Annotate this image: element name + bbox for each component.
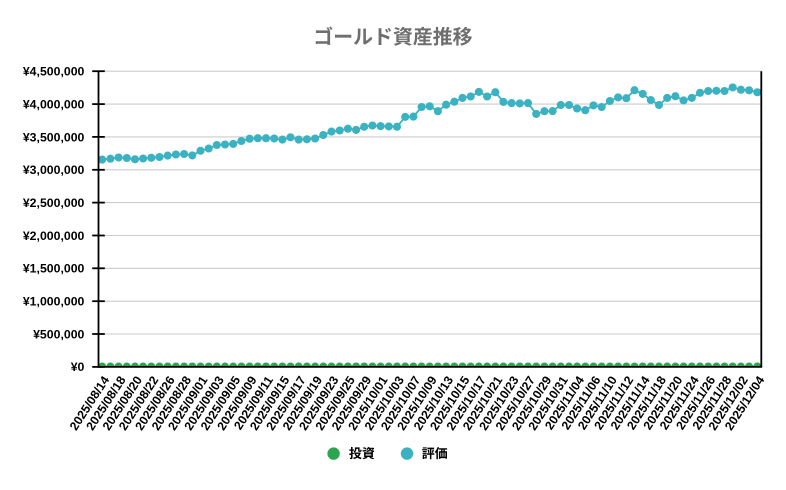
svg-text:¥3,500,000: ¥3,500,000 [23, 130, 85, 144]
svg-text:¥3,000,000: ¥3,000,000 [23, 163, 85, 177]
svg-text:¥4,500,000: ¥4,500,000 [23, 65, 85, 79]
svg-text:¥500,000: ¥500,000 [33, 327, 84, 341]
svg-text:¥1,000,000: ¥1,000,000 [23, 295, 85, 309]
svg-text:¥2,500,000: ¥2,500,000 [23, 196, 85, 210]
svg-text:¥1,500,000: ¥1,500,000 [23, 262, 85, 276]
svg-text:¥4,000,000: ¥4,000,000 [23, 97, 85, 111]
svg-text:¥0: ¥0 [71, 360, 85, 374]
svg-text:¥2,000,000: ¥2,000,000 [23, 229, 85, 243]
